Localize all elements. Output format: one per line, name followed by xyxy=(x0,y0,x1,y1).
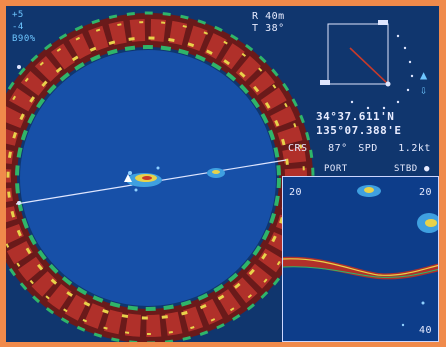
heading-plot xyxy=(320,20,414,110)
port-label: PORT xyxy=(324,164,348,174)
longitude-readout: 135°07.388'E xyxy=(316,124,402,137)
range-value: 40m xyxy=(265,11,285,22)
echo-scale-bottom: 40 xyxy=(419,325,433,336)
echo-profile-panel: 20 20 40 xyxy=(282,176,439,342)
speed-value: 1.2kt xyxy=(398,143,431,154)
down-arrow-icon[interactable]: ⇩ xyxy=(420,83,428,97)
offset-readout: -4 xyxy=(12,22,24,32)
range-readout: R 40m xyxy=(252,11,285,22)
sonar-screen: +5 -4 B90% R 40m T 38° ▲ ⇩ 34°37.611'N 1… xyxy=(6,6,439,342)
speed-label: SPD xyxy=(358,143,378,154)
course-speed-readout: CRS 87° SPD 1.2kt xyxy=(288,143,431,154)
latitude-readout: 34°37.611'N xyxy=(316,110,395,123)
echo-scale-right: 20 xyxy=(419,187,433,198)
tilt-label: T xyxy=(252,23,259,34)
range-label: R xyxy=(252,11,259,22)
course-label: CRS xyxy=(288,143,308,154)
circle-marker-icon: ● xyxy=(424,164,430,174)
fish-school-echo xyxy=(126,166,162,192)
bottom-percent-readout: B90% xyxy=(12,34,36,44)
echo-profile-graph xyxy=(283,177,438,341)
up-arrow-icon[interactable]: ▲ xyxy=(420,68,428,82)
echo-scale-left: 20 xyxy=(289,187,303,198)
own-ship-icon xyxy=(124,174,132,182)
fish-school-echo-2 xyxy=(207,168,225,178)
stbd-label: STBD xyxy=(394,164,418,174)
tilt-readout: T 38° xyxy=(252,23,285,34)
tilt-value: 38° xyxy=(265,23,285,34)
gain-readout: +5 xyxy=(12,10,24,20)
course-value: 87° xyxy=(328,143,348,154)
range-marker-icon xyxy=(17,201,21,205)
range-marker-icon xyxy=(17,65,21,69)
